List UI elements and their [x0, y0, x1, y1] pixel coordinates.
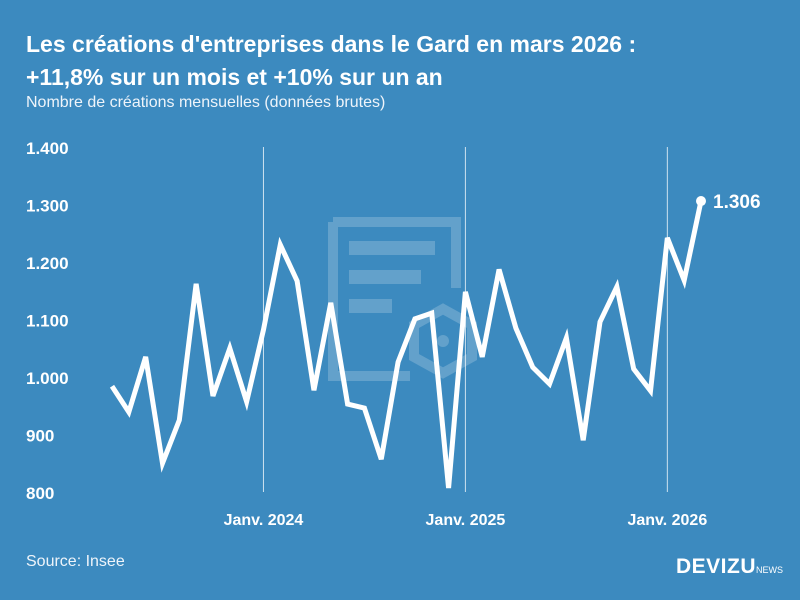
y-tick-label: 900	[26, 427, 54, 446]
chart-subtitle: Nombre de créations mensuelles (données …	[26, 94, 386, 111]
devizu-logo: DEVIZUNEWS	[676, 555, 783, 579]
y-tick-label: 1.400	[26, 139, 69, 158]
chart-title: Les créations d'entreprises dans le Gard…	[26, 28, 786, 94]
x-tick-label: Janv. 2026	[627, 512, 707, 529]
logo-main: DEVIZU	[676, 555, 757, 578]
data-point	[696, 196, 706, 207]
logo-sub: NEWS	[756, 565, 784, 575]
title-line-1: Les créations d'entreprises dans le Gard…	[26, 31, 637, 57]
y-tick-label: 1.300	[26, 197, 69, 216]
title-line-2: +11,8% sur un mois et +10% sur un an	[26, 64, 443, 90]
source-note: Source: Insee	[26, 553, 125, 570]
x-tick-label: Janv. 2025	[426, 512, 506, 529]
y-tick-label: 1.000	[26, 369, 69, 388]
series-line	[109, 200, 704, 489]
x-tick-label: Janv. 2024	[224, 512, 304, 529]
y-tick-label: 800	[26, 484, 54, 503]
y-tick-label: 1.100	[26, 312, 69, 331]
y-tick-label: 1.200	[26, 254, 69, 273]
last-value-label: 1.306	[713, 192, 761, 213]
